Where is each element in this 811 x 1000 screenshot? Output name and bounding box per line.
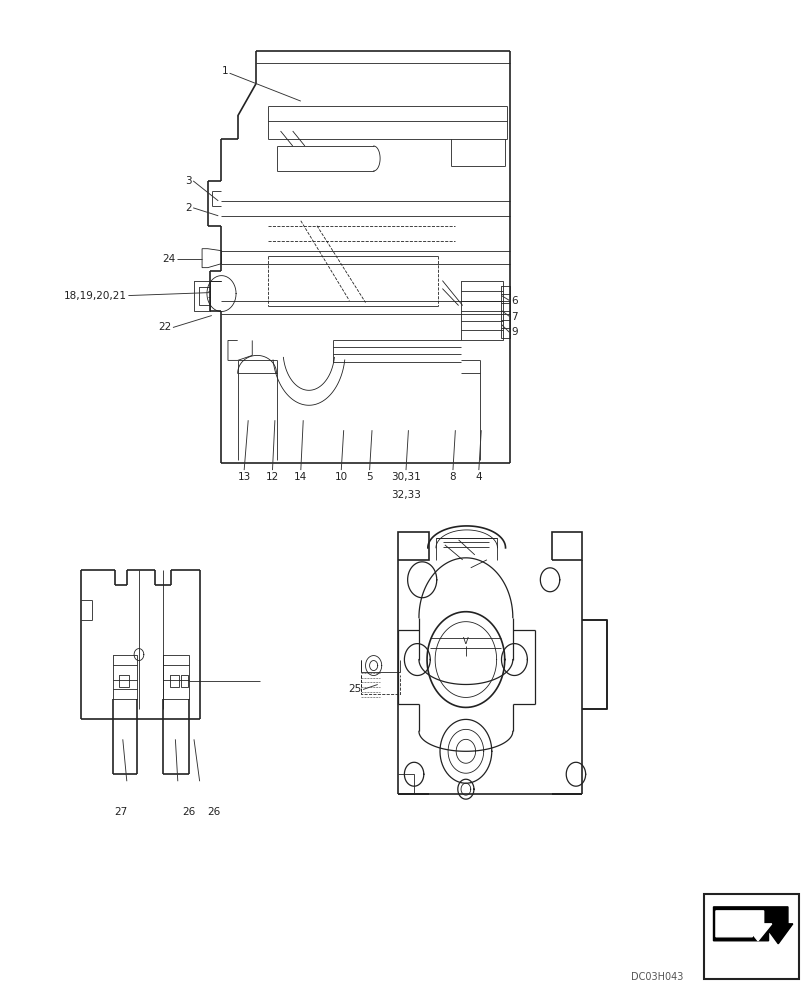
Text: 3: 3 xyxy=(185,176,191,186)
Text: 12: 12 xyxy=(265,472,279,482)
Text: 4: 4 xyxy=(475,472,482,482)
Text: 13: 13 xyxy=(238,472,251,482)
Polygon shape xyxy=(715,911,770,941)
Text: 7: 7 xyxy=(511,312,517,322)
Polygon shape xyxy=(713,907,792,944)
Text: 5: 5 xyxy=(366,472,372,482)
Text: 32,33: 32,33 xyxy=(391,490,420,500)
Text: V: V xyxy=(462,637,468,646)
Text: 22: 22 xyxy=(158,322,171,332)
Text: 24: 24 xyxy=(162,254,175,264)
Text: 6: 6 xyxy=(511,296,517,306)
Text: 10: 10 xyxy=(334,472,347,482)
Text: 18,19,20,21: 18,19,20,21 xyxy=(64,291,127,301)
Text: 1: 1 xyxy=(221,66,228,76)
Text: 14: 14 xyxy=(294,472,307,482)
Bar xyxy=(703,894,798,979)
Text: 25: 25 xyxy=(348,684,361,694)
Text: DC03H043: DC03H043 xyxy=(630,972,682,982)
Text: 2: 2 xyxy=(185,203,191,213)
Text: 9: 9 xyxy=(511,327,517,337)
Text: 26: 26 xyxy=(207,807,220,817)
Text: 27: 27 xyxy=(114,807,127,817)
Text: 8: 8 xyxy=(449,472,456,482)
Text: 26: 26 xyxy=(182,807,195,817)
Text: 30,31: 30,31 xyxy=(391,472,420,482)
